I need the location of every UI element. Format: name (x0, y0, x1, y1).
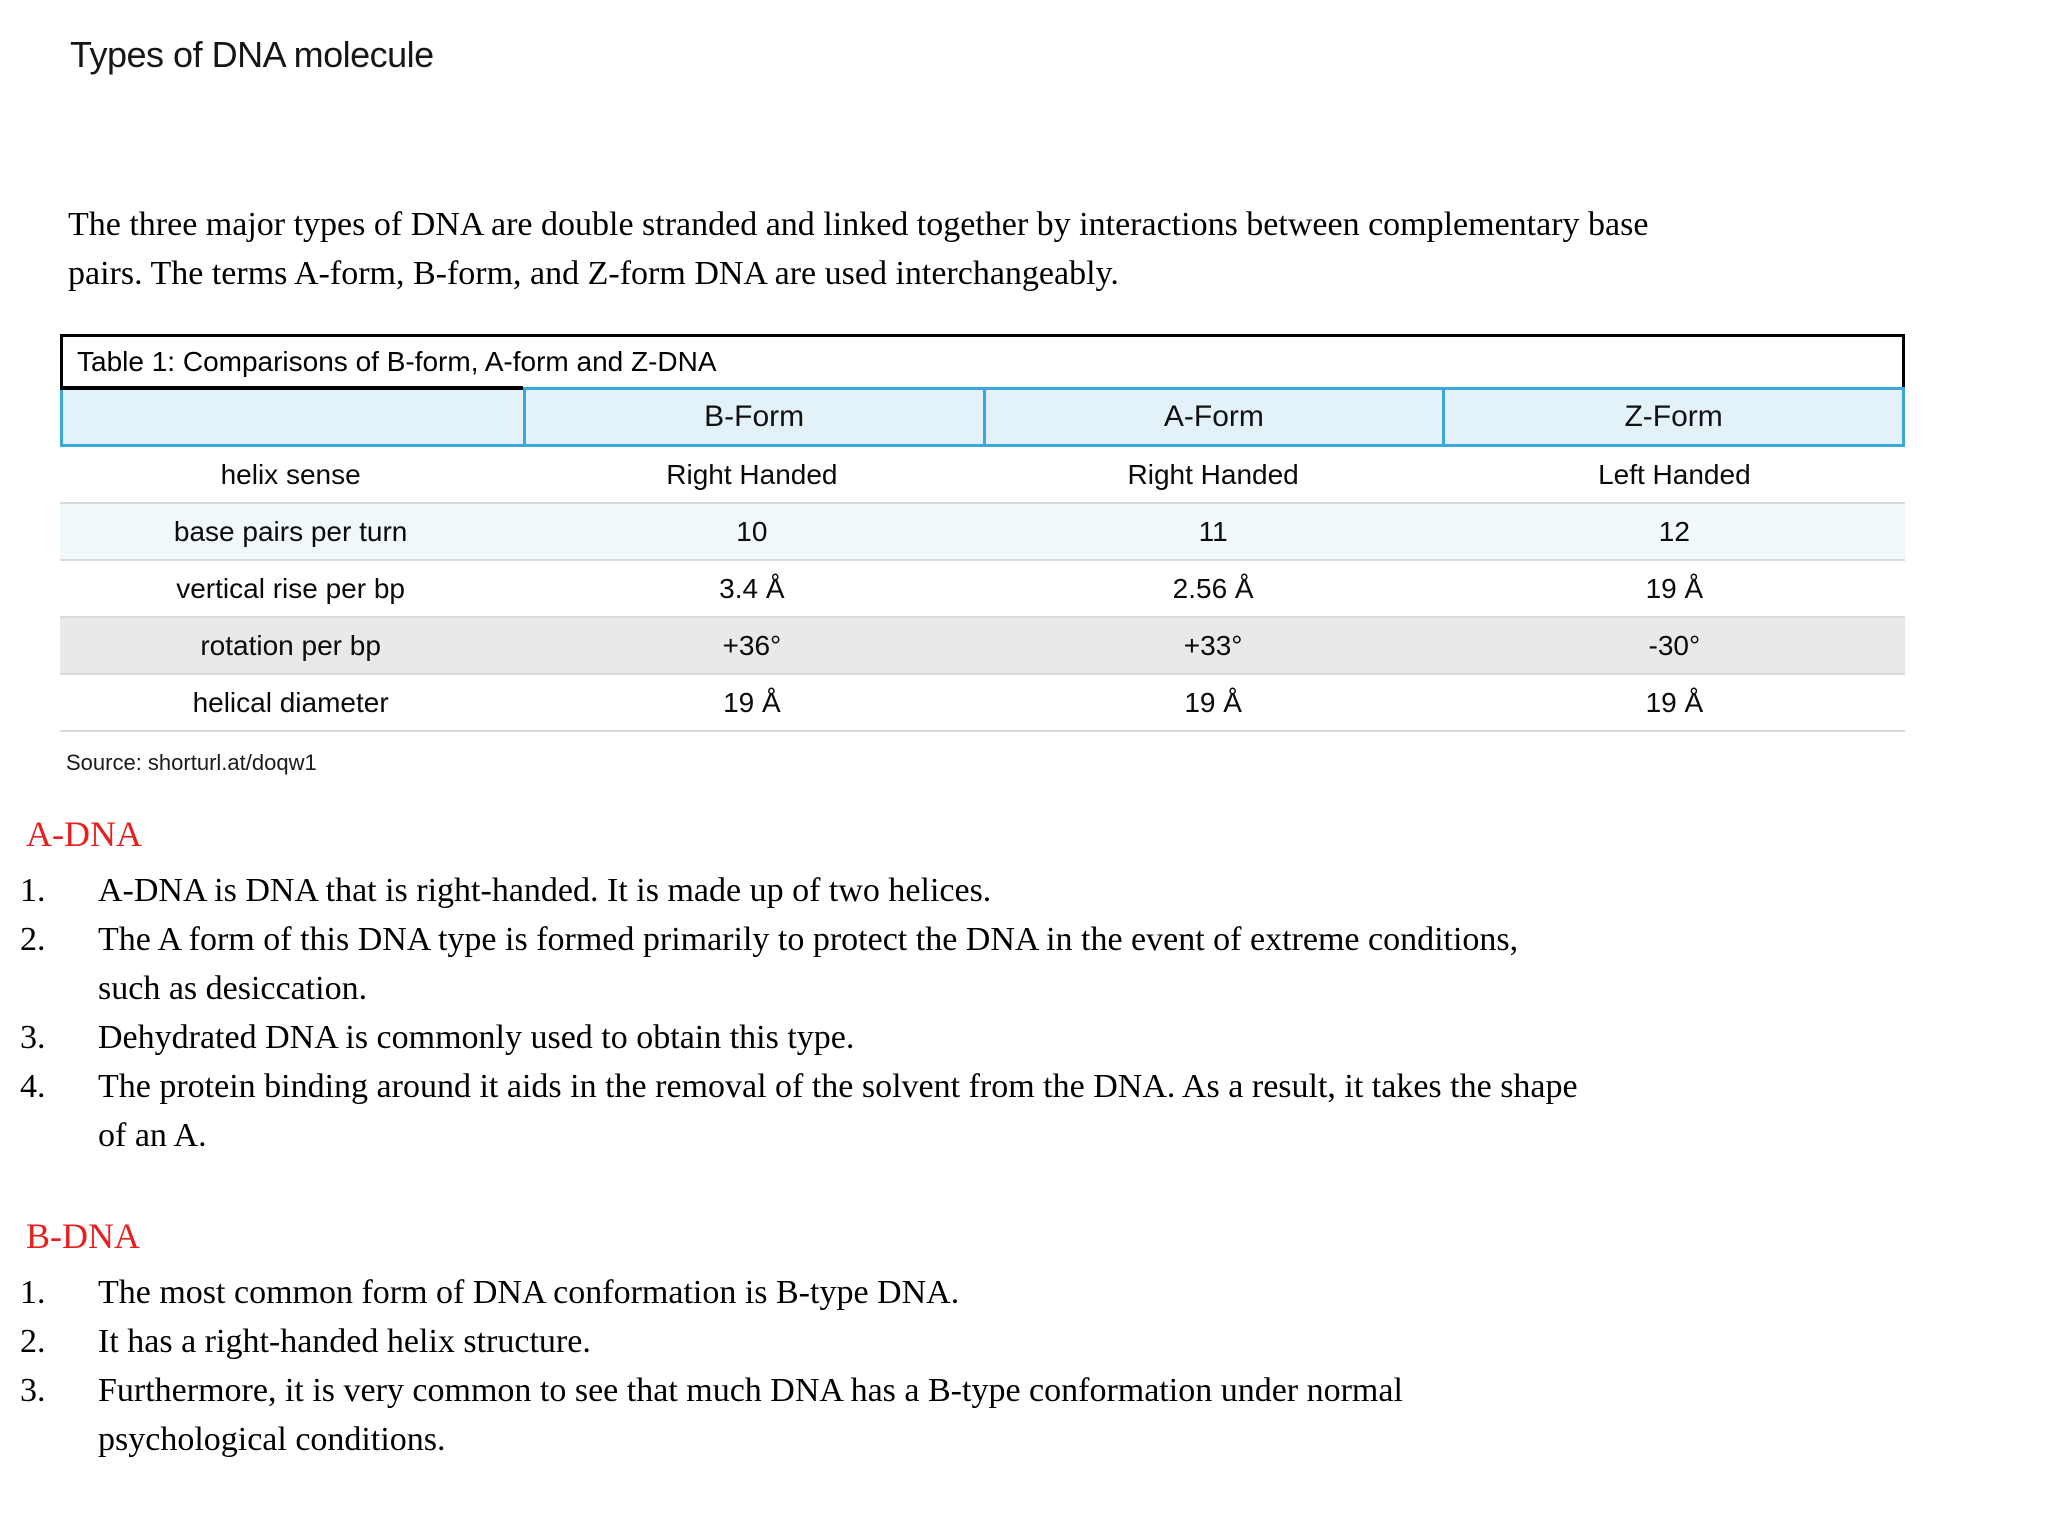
column-header-z-form: Z-Form (1442, 390, 1902, 444)
list-number: 3. (20, 1372, 46, 1409)
cell-value: 12 (1658, 515, 1690, 547)
page-title: Types of DNA molecule (70, 34, 434, 75)
source-note: Source: shorturl.at/doqw1 (66, 750, 317, 775)
table-caption-text: Table 1: Comparisons of B-form, A-form a… (77, 346, 717, 377)
column-header-a-form: A-Form (982, 390, 1443, 444)
list-text: The most common form of DNA conformation… (98, 1274, 960, 1311)
cell-value: -30° (1648, 629, 1701, 661)
list-item: 1. A-DNA is DNA that is right-handed. It … (16, 866, 2006, 915)
cell-value: Left Handed (1598, 458, 1751, 490)
table-row: helical diameter 19 Å 19 Å 19 Å (60, 675, 1905, 732)
row-label: rotation per bp (200, 629, 381, 661)
cell-value: 19 Å (1184, 686, 1242, 718)
cell-value: 11 (1198, 515, 1228, 547)
cell-value: Right Handed (1127, 458, 1299, 490)
list-number: 2. (20, 921, 46, 958)
list-text: Dehydrated DNA is commonly used to obtai… (98, 1019, 855, 1056)
row-label: vertical rise per bp (176, 572, 405, 604)
section-heading: B-DNA (26, 1216, 140, 1256)
table-header-row: B-Form A-Form Z-Form (60, 387, 1905, 447)
sections-container: A-DNA 1. A-DNA is DNA that is right-hande… (16, 812, 2006, 1464)
list-item: 1. The most common form of DNA conformati… (16, 1268, 2006, 1317)
list-item: 2. The A form of this DNA type is formed … (16, 915, 2006, 1013)
section-heading: A-DNA (26, 814, 142, 854)
table-row: vertical rise per bp 3.4 Å 2.56 Å 19 Å (60, 561, 1905, 618)
list-number: 2. (20, 1323, 46, 1360)
cell-value: 3.4 Å (719, 572, 785, 604)
table-body: helix sense Right Handed Right Handed Left … (60, 447, 1905, 732)
list-number: 1. (20, 1274, 46, 1311)
comparison-table: Table 1: Comparisons of B-form, A-form a… (60, 334, 1905, 732)
list-item: 3. Dehydrated DNA is commonly used to obt… (16, 1013, 2006, 1062)
caption-bottom-border (60, 386, 524, 390)
table-row: base pairs per turn 10 11 12 (60, 504, 1905, 561)
section-a-dna: A-DNA 1. A-DNA is DNA that is right-hande… (16, 812, 2006, 1160)
list-number: 1. (20, 872, 46, 909)
cell-value: Right Handed (666, 458, 838, 490)
list-text: The A form of this DNA type is formed pr… (98, 921, 1519, 1007)
row-label: helix sense (220, 458, 361, 490)
numbered-list: 1. A-DNA is DNA that is right-handed. It … (16, 866, 2006, 1160)
cell-value: +36° (722, 629, 782, 661)
numbered-list: 1. The most common form of DNA conformati… (16, 1268, 2006, 1464)
cell-value: 19 Å (1645, 686, 1704, 718)
cell-value: 19 Å (1645, 572, 1704, 604)
cell-value: 10 (736, 515, 768, 547)
list-text: It has a right-handed helix structure. (98, 1323, 591, 1360)
cell-value: +33° (1183, 629, 1243, 661)
table-row: rotation per bp +36° +33° -30° (60, 618, 1905, 675)
list-text: Furthermore, it is very common to see th… (98, 1372, 1403, 1458)
intro-paragraph: The three major types of DNA are double … (68, 206, 1649, 292)
cell-value: 2.56 Å (1172, 572, 1254, 604)
list-text: The protein binding around it aids in th… (98, 1068, 1578, 1154)
column-header-b-form: B-Form (522, 390, 983, 444)
list-number: 4. (20, 1068, 46, 1105)
column-header-empty (63, 390, 523, 444)
cell-value: 19 Å (723, 686, 781, 718)
list-item: 4. The protein binding around it aids in … (16, 1062, 2006, 1160)
table-caption: Table 1: Comparisons of B-form, A-form a… (60, 334, 1905, 390)
list-number: 3. (20, 1019, 46, 1056)
table-row: helix sense Right Handed Right Handed Left … (60, 447, 1905, 504)
row-label: helical diameter (192, 686, 389, 718)
list-item: 3. Furthermore, it is very common to see … (16, 1366, 2006, 1464)
section-b-dna: B-DNA 1. The most common form of DNA conf… (16, 1214, 2006, 1464)
row-label: base pairs per turn (173, 515, 408, 547)
list-item: 2. It has a right-handed helix structure. (16, 1317, 2006, 1366)
list-text: A-DNA is DNA that is right-handed. It is… (98, 872, 992, 909)
